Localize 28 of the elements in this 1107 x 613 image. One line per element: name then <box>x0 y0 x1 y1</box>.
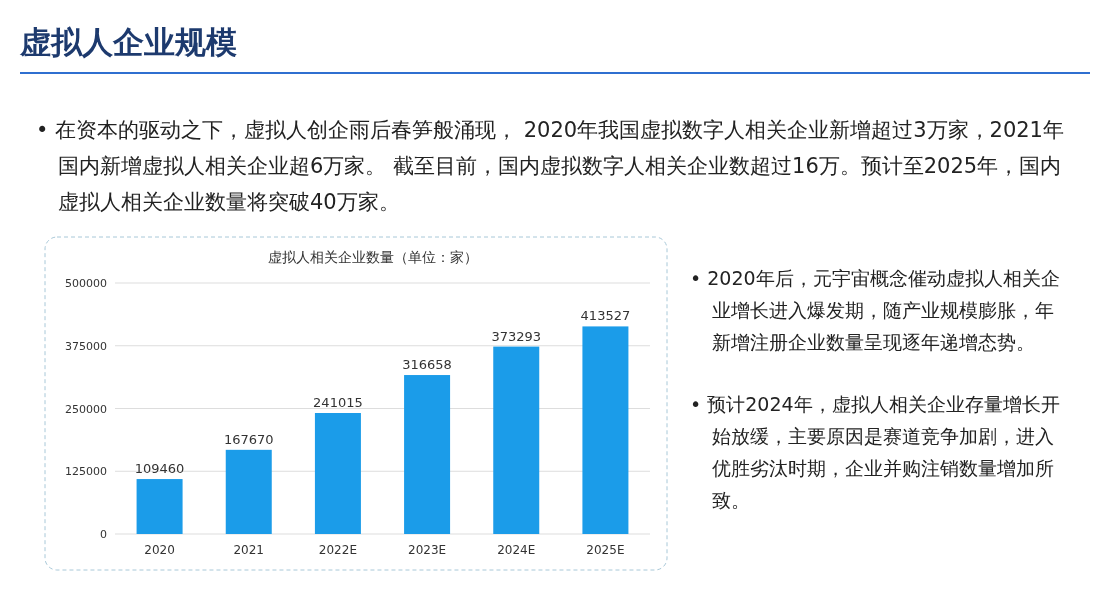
y-tick-label: 125000 <box>65 465 107 479</box>
bar <box>314 413 361 534</box>
x-tick-label: 2024E <box>497 543 536 557</box>
y-tick-label: 500000 <box>65 277 107 290</box>
chart-title: 虚拟人相关企业数量（单位：家） <box>267 249 478 265</box>
x-tick-label: 2023E <box>408 543 447 557</box>
x-tick-label: 2025E <box>586 543 625 557</box>
bar <box>404 375 451 534</box>
text: • 2020年后，元宇宙概念催动虚拟人相关企业增长进入爆发期，随产业规模膨胀，年新增注册企业数量呈现逐年递增态势。 <box>690 266 1061 355</box>
data-label: 413527 <box>580 308 631 324</box>
data-label: 167670 <box>223 431 274 447</box>
text: • 预计2024年，虚拟人相关企业存量增长开始放缓，主要原因是赛道竞争加剧，进入优胜劣汰时期，企业并购注销数量增加所致。 <box>690 392 1061 513</box>
data-label: 109460 <box>134 461 185 477</box>
y-tick-label: 250000 <box>65 402 107 416</box>
x-tick-label: 2022E <box>318 543 357 557</box>
data-label: 241015 <box>313 395 363 411</box>
x-tick-label: 2020 <box>144 543 175 557</box>
y-tick-label: 0 <box>100 528 107 541</box>
text: • 在资本的驱动之下，虚拟人创企雨后春笋般涌现， 2020年我国虚拟数字人相关企业新增超过3万家，2021年国内新增虚拟人相关企业超6万家。 截至目前，国内虚拟数字人相关企业数超过16万。预计至2025年，国内虚拟人相关企业数量将突破40万家。 <box>36 117 1065 216</box>
data-label: 316658 <box>402 357 452 373</box>
bar <box>136 479 183 534</box>
y-tick-label: 375000 <box>65 339 107 353</box>
x-tick-label: 2021 <box>233 543 265 557</box>
bar <box>225 449 272 534</box>
text: 虚拟人企业规模 <box>20 23 237 62</box>
bar <box>493 346 540 534</box>
bar <box>582 326 629 534</box>
data-label: 373293 <box>491 328 542 344</box>
